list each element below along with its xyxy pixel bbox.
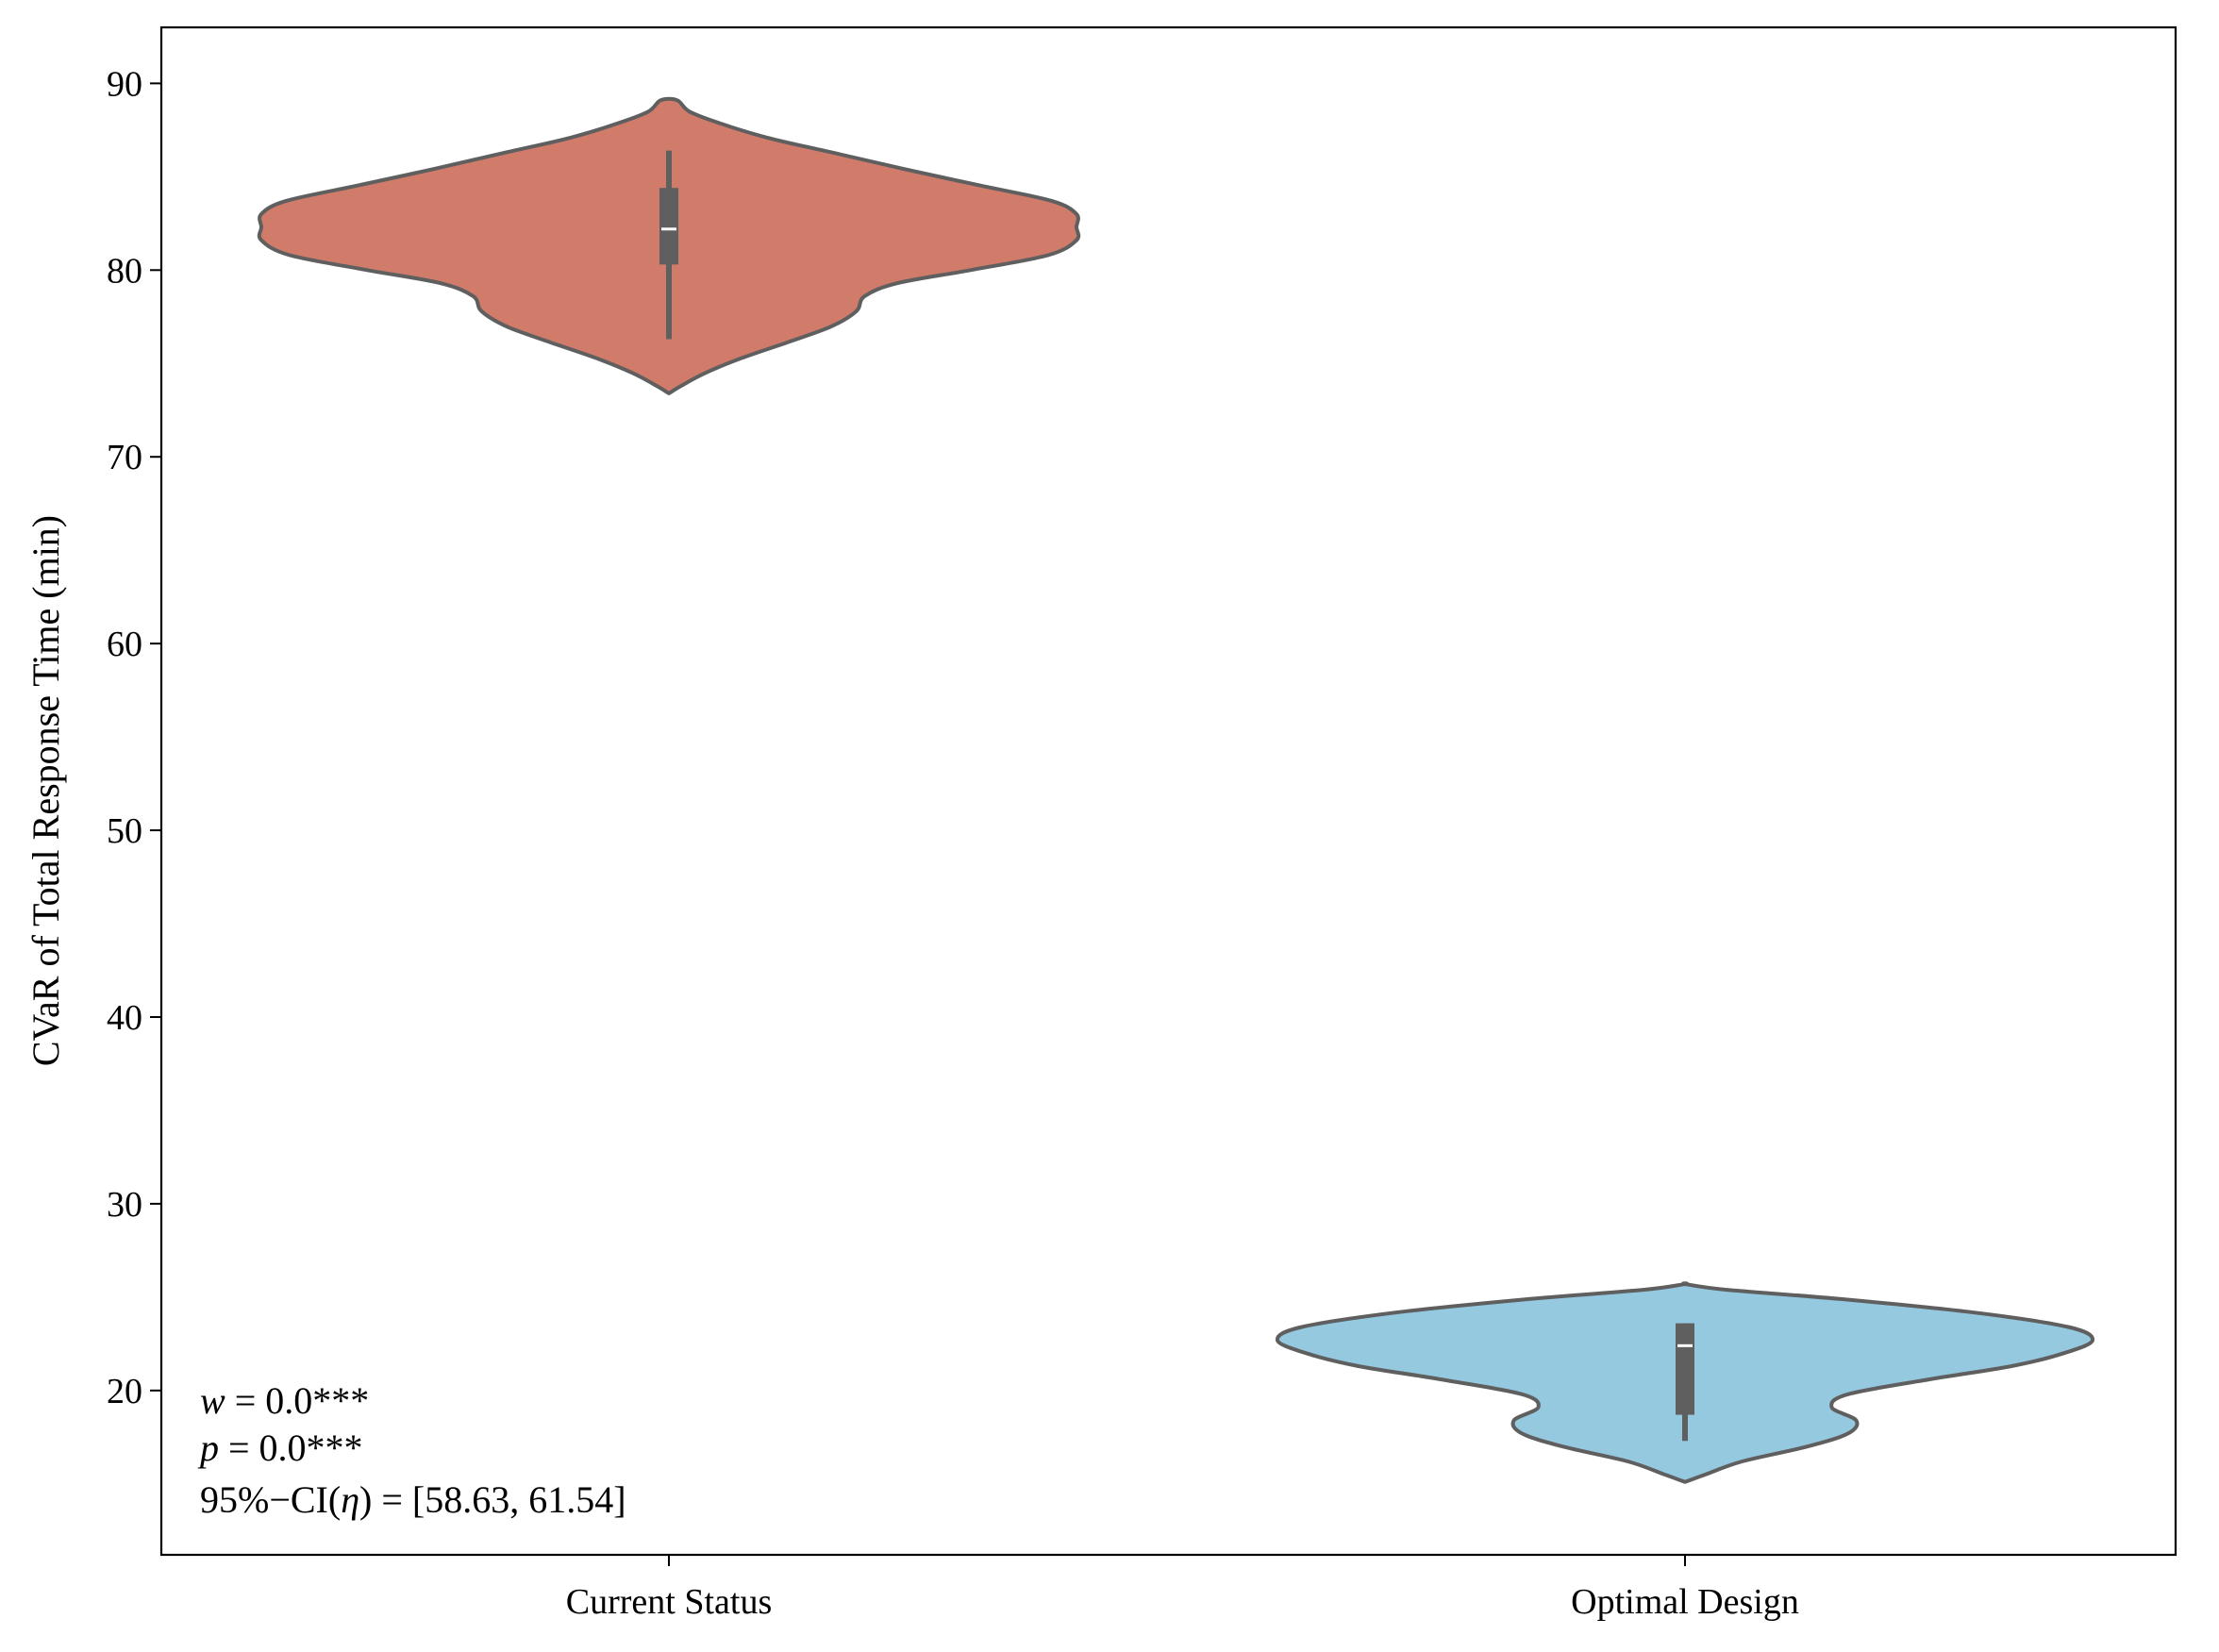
x-tick-label-1: Optimal Design — [1571, 1582, 1799, 1622]
y-tick-label-50: 50 — [107, 811, 142, 851]
y-axis-label: CVaR of Total Response Time (min) — [25, 515, 67, 1066]
inner-boxes-group — [659, 150, 1694, 1442]
y-tick-label-40: 40 — [107, 998, 142, 1038]
y-tick-label-80: 80 — [107, 251, 142, 291]
y-tick-label-30: 30 — [107, 1185, 142, 1225]
x-axis-ticks: Current Status Optimal Design — [566, 1555, 1799, 1622]
iqr-box-0 — [659, 188, 678, 265]
w-value: = 0.0*** — [225, 1379, 370, 1422]
confidence-interval-annotation: 95%−CI(η) = [58.63, 61.54] — [200, 1478, 626, 1521]
y-tick-label-20: 20 — [107, 1372, 142, 1411]
y-axis-ticks: 20 30 40 50 60 70 80 90 — [107, 64, 161, 1411]
w-statistic-annotation: w = 0.0*** — [200, 1379, 369, 1422]
ci-prefix: 95%−CI( — [200, 1478, 341, 1521]
y-tick-label-60: 60 — [107, 625, 142, 664]
x-tick-label-0: Current Status — [566, 1582, 772, 1622]
ci-suffix: ) = [58.63, 61.54] — [359, 1478, 626, 1521]
y-tick-label-70: 70 — [107, 438, 142, 477]
plot-frame — [159, 25, 2177, 1557]
p-symbol: p — [197, 1427, 219, 1469]
p-value: = 0.0*** — [219, 1427, 363, 1469]
eta-symbol: η — [341, 1478, 359, 1521]
y-tick-label-90: 90 — [107, 64, 142, 104]
p-value-annotation: p = 0.0*** — [197, 1427, 363, 1469]
iqr-box-1 — [1676, 1323, 1694, 1415]
w-symbol: w — [200, 1379, 225, 1422]
